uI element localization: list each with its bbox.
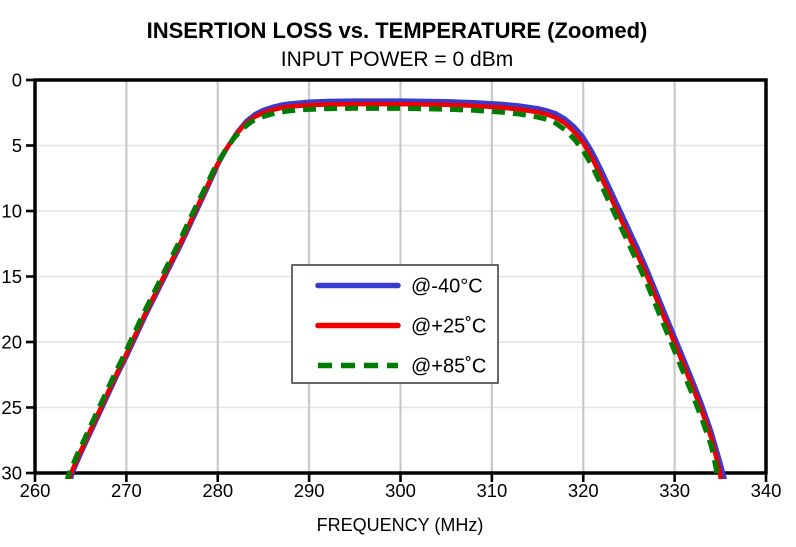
x-tick-label: 280 — [202, 480, 233, 501]
legend-label: @-40°C — [411, 276, 483, 298]
series-curve-+25C — [66, 101, 724, 479]
x-tick-label: 260 — [20, 480, 51, 501]
x-axis-title: FREQUENCY (MHz) — [317, 515, 484, 535]
tick-labels: 260 270 280 290 300 310 320 330 340 0 5 10 15 20 25 30 — [1, 70, 781, 502]
x-tick-label: 310 — [476, 480, 507, 501]
y-tick-label: 15 — [1, 266, 22, 287]
y-tick-label: 10 — [1, 201, 22, 222]
x-tick-label: 300 — [385, 480, 416, 501]
y-tick-label: 5 — [12, 135, 22, 156]
y-tick-label: 20 — [1, 332, 22, 353]
legend: @-40°C @+25˚C @+85˚C — [291, 264, 499, 384]
y-tick-label: 0 — [12, 70, 22, 91]
legend-label: @+25˚C — [411, 316, 486, 338]
axes — [26, 78, 768, 482]
x-tick-label: 340 — [751, 480, 782, 501]
x-tick-label: 270 — [111, 480, 142, 501]
chart-subtitle: INPUT POWER = 0 dBm — [281, 48, 513, 71]
x-tick-label: 320 — [568, 480, 599, 501]
chart-title: INSERTION LOSS vs. TEMPERATURE (Zoomed) — [147, 18, 648, 43]
plot-border — [33, 78, 768, 475]
x-tick-label: 330 — [659, 480, 690, 501]
legend-label: @+85˚C — [411, 356, 486, 378]
x-tick-label: 290 — [294, 480, 325, 501]
y-tick-label: 25 — [1, 397, 22, 418]
data-curves — [64, 98, 727, 479]
y-tick-label: 30 — [1, 463, 22, 484]
